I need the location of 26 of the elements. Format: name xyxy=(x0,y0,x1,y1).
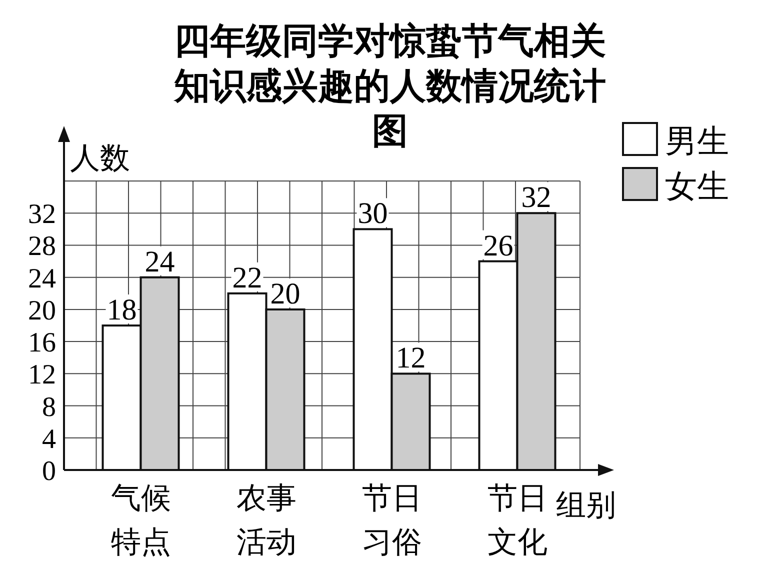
data-label: 22 xyxy=(232,261,262,294)
data-label: 32 xyxy=(521,181,552,214)
y-tick-label: 8 xyxy=(42,392,56,423)
data-label: 30 xyxy=(358,197,388,230)
y-tick-label: 32 xyxy=(28,199,56,230)
x-tick-label: 节日文化 xyxy=(487,482,548,559)
x-tick-label: 节日习俗 xyxy=(362,482,422,559)
data-label: 26 xyxy=(483,229,514,262)
data-label: 12 xyxy=(396,342,426,375)
y-tick-label: 12 xyxy=(28,360,56,391)
y-tick-label: 4 xyxy=(42,424,56,455)
y-tick-label: 24 xyxy=(28,263,56,294)
x-tick-label: 农事活动 xyxy=(236,482,296,559)
chart-title: 四年级同学对惊蛰节气相关知识感兴趣的人数情况统计图 xyxy=(172,19,607,153)
y-tick-label: 16 xyxy=(28,328,56,359)
legend-label: 女生 xyxy=(665,168,729,204)
x-tick-label: 气候特点 xyxy=(110,482,171,559)
y-tick-label: 20 xyxy=(28,295,56,326)
y-tick-label: 28 xyxy=(28,231,56,262)
x-axis-title: 组别 xyxy=(556,489,616,522)
data-label: 18 xyxy=(106,294,137,326)
data-label: 20 xyxy=(270,277,300,310)
legend-label: 男生 xyxy=(665,123,729,159)
y-tick-label: 0 xyxy=(42,456,56,487)
data-label: 24 xyxy=(144,245,175,278)
y-axis-title: 人数 xyxy=(70,142,130,175)
